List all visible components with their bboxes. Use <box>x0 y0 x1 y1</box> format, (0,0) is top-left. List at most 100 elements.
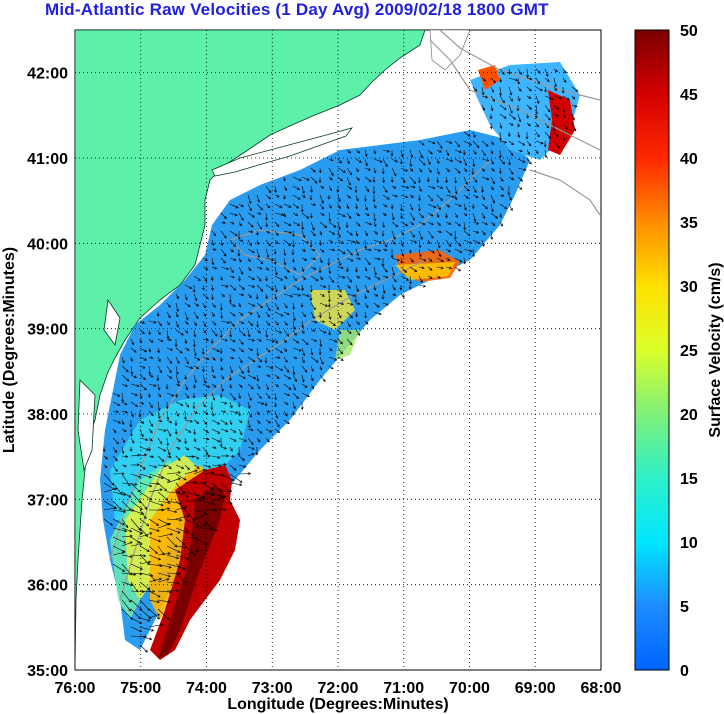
velocity-arrow <box>417 176 421 184</box>
velocity-arrow <box>103 487 118 493</box>
velocity-arrow <box>238 365 244 375</box>
velocity-arrow <box>436 257 444 262</box>
velocity-arrow <box>229 347 236 352</box>
velocity-arrow <box>238 392 242 399</box>
velocity-arrow <box>399 284 403 291</box>
velocity-arrow <box>220 338 228 342</box>
velocity-arrow <box>471 203 475 210</box>
velocity-arrow <box>436 194 444 201</box>
velocity-arrow <box>184 499 196 503</box>
velocity-arrow <box>210 275 214 282</box>
velocity-arrow <box>346 176 351 186</box>
velocity-arrow <box>256 320 259 328</box>
velocity-arrow <box>220 320 231 324</box>
velocity-arrow <box>309 284 313 293</box>
velocity-arrow <box>219 329 223 339</box>
velocity-arrow <box>372 185 376 195</box>
velocity-arrow <box>292 293 302 297</box>
velocity-arrow <box>346 239 356 244</box>
velocity-arrow <box>319 194 324 204</box>
velocity-arrow <box>121 455 129 458</box>
velocity-arrow <box>490 95 495 102</box>
velocity-arrow <box>427 212 434 217</box>
velocity-arrow <box>184 428 192 433</box>
velocity-arrow <box>310 365 314 372</box>
x-tick-label: 76:00 <box>55 680 96 697</box>
velocity-arrow <box>265 311 270 318</box>
velocity-arrow <box>292 401 296 410</box>
velocity-arrow <box>220 428 229 433</box>
velocity-arrow <box>265 437 270 443</box>
velocity-arrow <box>427 275 433 279</box>
velocity-arrow <box>436 248 442 258</box>
velocity-arrow <box>229 239 236 248</box>
velocity-arrow <box>184 293 188 301</box>
velocity-arrow <box>193 514 205 520</box>
velocity-arrow <box>382 176 385 184</box>
velocity-arrow <box>345 221 349 229</box>
velocity-arrow <box>256 221 262 230</box>
velocity-arrow <box>301 185 305 195</box>
velocity-arrow <box>256 212 262 215</box>
velocity-arrow <box>148 374 154 378</box>
velocity-arrow <box>247 329 251 338</box>
velocity-arrow <box>499 185 504 191</box>
velocity-arrow <box>139 589 156 593</box>
velocity-arrow <box>148 536 162 543</box>
velocity-arrow <box>480 185 484 193</box>
y-axis-label: Latitude (Degrees:Minutes) <box>1 247 18 453</box>
velocity-arrow <box>274 410 279 419</box>
velocity-arrow <box>220 284 229 288</box>
velocity-arrow <box>454 149 463 154</box>
velocity-arrow <box>166 518 183 522</box>
velocity-arrow <box>310 275 319 282</box>
velocity-arrow <box>328 266 332 275</box>
velocity-arrow <box>274 383 279 388</box>
velocity-arrow <box>319 212 325 216</box>
velocity-arrow <box>247 410 252 418</box>
velocity-arrow <box>256 347 260 357</box>
velocity-arrow <box>319 248 325 253</box>
velocity-arrow <box>309 212 313 219</box>
velocity-arrow <box>490 86 494 93</box>
velocity-arrow <box>516 104 520 112</box>
velocity-arrow <box>381 257 385 267</box>
velocity-arrow <box>292 329 297 336</box>
velocity-arrow <box>229 212 238 217</box>
velocity-arrow <box>319 275 324 281</box>
velocity-arrow <box>192 383 196 389</box>
velocity-arrow <box>157 563 172 569</box>
velocity-arrow <box>184 549 200 556</box>
velocity-arrow <box>490 158 494 165</box>
velocity-arrow <box>364 203 368 211</box>
velocity-arrow <box>381 230 385 237</box>
velocity-arrow <box>166 509 178 514</box>
velocity-arrow <box>139 482 153 488</box>
velocity-arrow <box>139 518 150 527</box>
velocity-arrow <box>445 203 451 208</box>
velocity-arrow <box>211 508 227 512</box>
velocity-arrow <box>427 149 433 155</box>
y-axis-ticks: 35:00 36:00 37:00 38:00 39:00 40:00 41:00 42:00 <box>27 66 68 680</box>
velocity-arrow <box>175 302 179 313</box>
velocity-arrow <box>526 104 532 110</box>
velocity-arrow <box>184 329 189 334</box>
velocity-arrow <box>382 203 388 208</box>
velocity-arrow <box>364 158 368 167</box>
velocity-arrows <box>102 68 579 653</box>
velocity-arrow <box>265 185 272 194</box>
velocity-arrow <box>139 500 148 510</box>
velocity-arrow <box>517 86 522 92</box>
velocity-arrow <box>418 185 422 193</box>
velocity-arrow <box>247 230 254 234</box>
velocity-arrow <box>130 599 143 611</box>
velocity-arrow <box>310 248 316 252</box>
velocity-arrow <box>310 221 315 231</box>
velocity-arrow <box>139 374 146 380</box>
velocity-arrow <box>544 77 550 82</box>
velocity-arrow <box>139 491 153 501</box>
velocity-arrow <box>517 185 523 190</box>
velocity-arrow <box>364 221 372 226</box>
velocity-arrow <box>238 437 248 442</box>
velocity-arrow <box>175 563 186 571</box>
